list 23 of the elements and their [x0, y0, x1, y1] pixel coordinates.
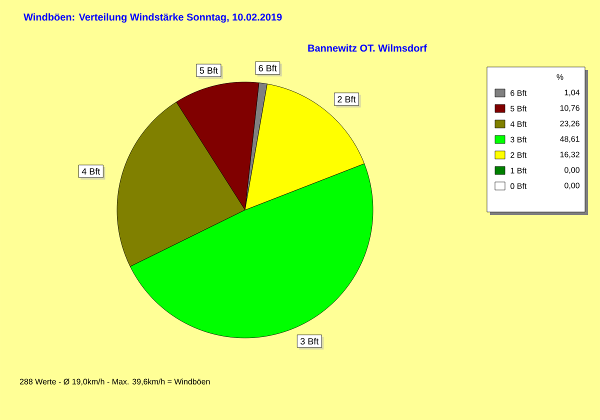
slice-label: 2 Bft: [338, 96, 356, 102]
legend-label: 3 Bft: [510, 136, 527, 142]
data-label: 23,26: [560, 120, 580, 128]
legend-title: %: [556, 74, 564, 80]
data-label: 10,76: [560, 105, 580, 112]
slice-label: 6 Bft: [258, 64, 277, 72]
data-label: 48,61: [560, 136, 580, 143]
text: 288 Werte - Ø 19,0km/h - Max. 39,6km/h = Windböen: [20, 378, 210, 386]
legend-label: 5 Bft: [510, 106, 527, 112]
slice-label: 4 Bft: [82, 168, 100, 175]
slice-label: 3 Bft: [300, 338, 319, 344]
chart-title: Windböen: Verteilung Windstärke Sonntag, 10.02.2019: [24, 13, 282, 23]
text: 0,00: [564, 182, 580, 190]
legend-label: 4 Bft: [510, 121, 527, 127]
legend-label: 1 Bft: [510, 168, 527, 174]
data-label: 1,04: [564, 90, 580, 96]
legend-label: 0 Bft: [510, 183, 527, 189]
data-label: 16,32: [560, 152, 580, 158]
legend-label: 2 Bft: [510, 152, 527, 158]
text: 0,00: [564, 167, 580, 174]
legend-label: 6 Bft: [510, 90, 527, 96]
slice-label: 5 Bft: [200, 67, 218, 74]
chart-subtitle: Bannewitz OT. Wilmsdorf: [308, 44, 427, 52]
